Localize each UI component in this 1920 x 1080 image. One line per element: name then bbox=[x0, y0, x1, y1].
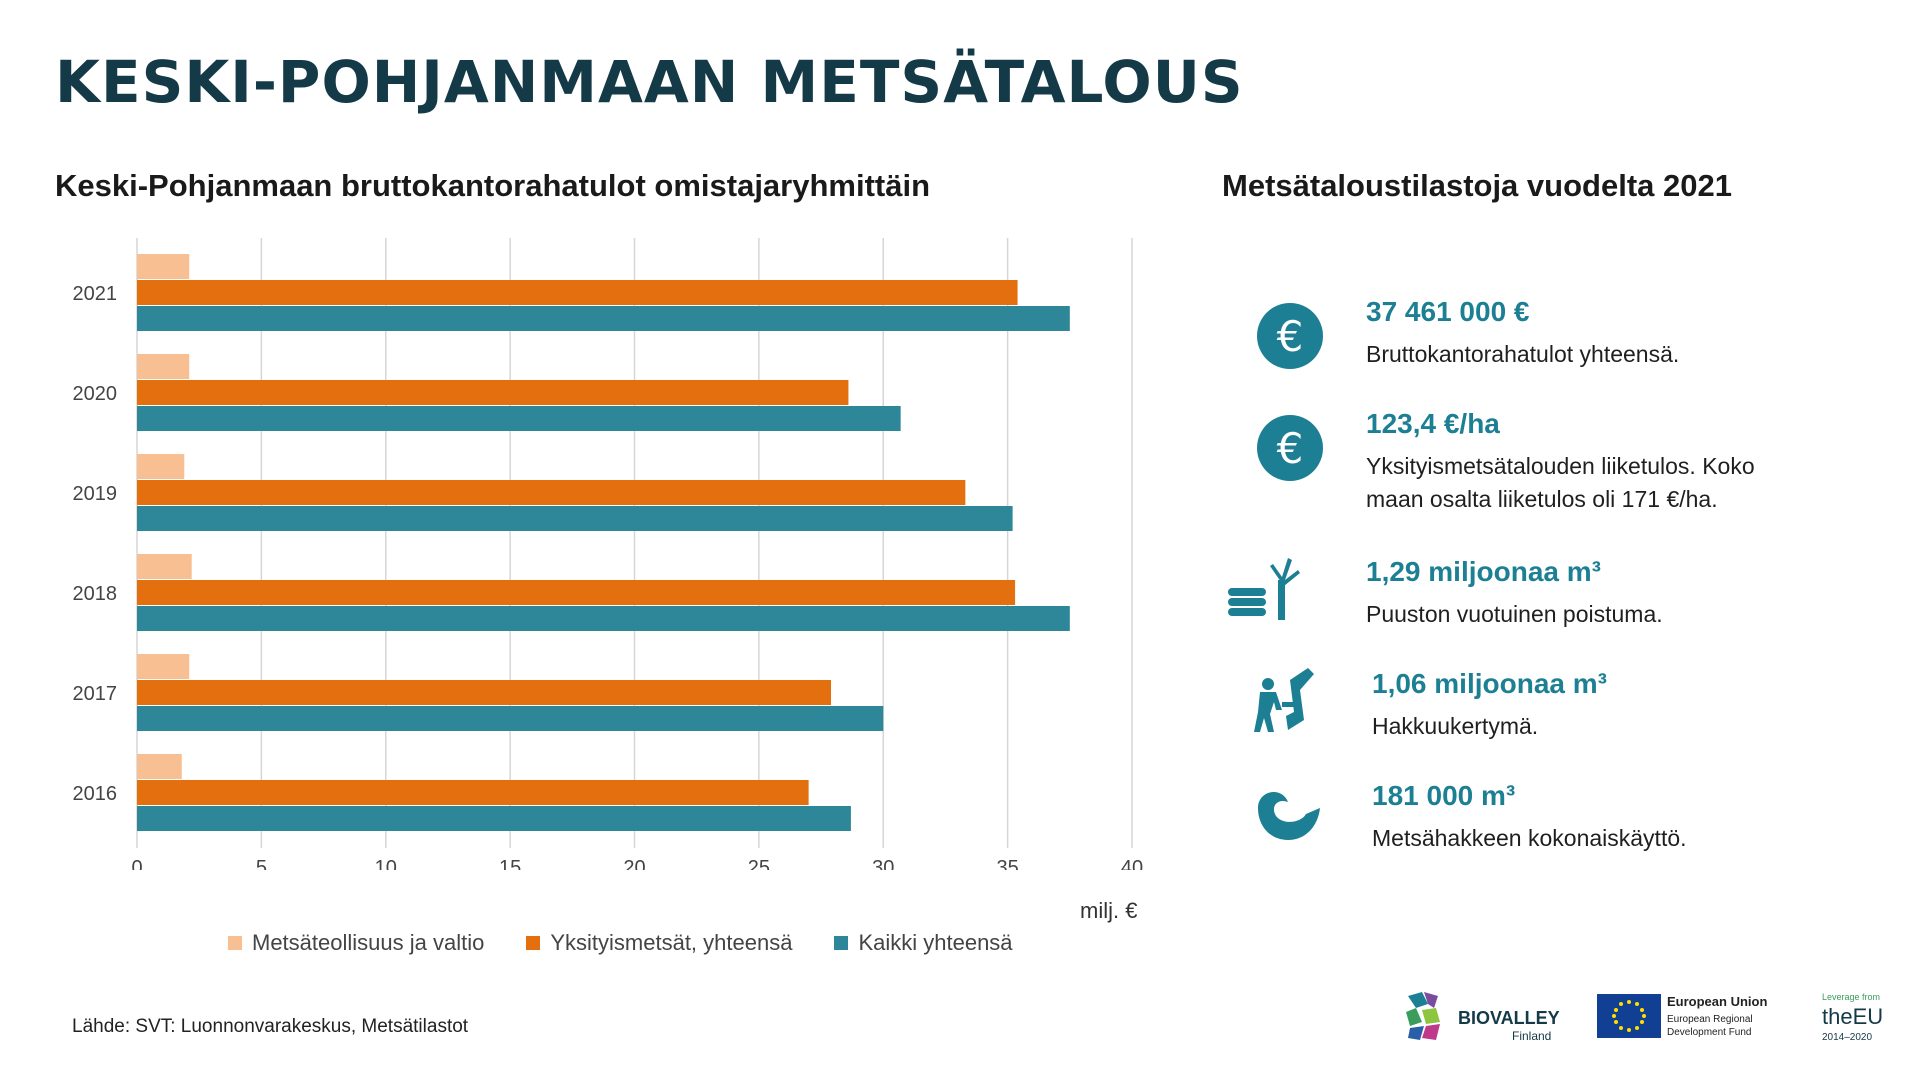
legend-item: Metsäteollisuus ja valtio bbox=[228, 930, 484, 956]
stat-description: Puuston vuotuinen poistuma. bbox=[1366, 601, 1663, 627]
bar bbox=[137, 580, 1016, 605]
bar bbox=[137, 706, 884, 731]
biovalley-logo: BIOVALLEY Finland bbox=[1400, 988, 1580, 1052]
lumberjack-icon bbox=[1254, 668, 1314, 732]
chart-title: Keski-Pohjanmaan bruttokantorahatulot om… bbox=[55, 168, 931, 203]
bar bbox=[137, 806, 851, 831]
legend-item: Yksityismetsät, yhteensä bbox=[526, 930, 792, 956]
stat-operating-profit: € 123,4 €/ha Yksityismetsätalouden liike… bbox=[1220, 408, 1780, 512]
x-tick-label: 5 bbox=[256, 857, 267, 870]
bar bbox=[137, 406, 901, 431]
stat-description: Bruttokantorahatulot yhteensä. bbox=[1366, 341, 1680, 367]
svg-text:European Regional: European Regional bbox=[1667, 1014, 1753, 1025]
x-tick-label: 30 bbox=[872, 857, 894, 870]
svg-text:European Union: European Union bbox=[1667, 994, 1767, 1009]
y-tick-label: 2019 bbox=[73, 483, 118, 505]
svg-text:Development Fund: Development Fund bbox=[1667, 1027, 1752, 1038]
stat-description: Metsähakkeen kokonaiskäyttö. bbox=[1372, 825, 1687, 851]
svg-text:BIOVALLEY: BIOVALLEY bbox=[1458, 1008, 1560, 1028]
page-title: KESKI-POHJANMAAN METSÄTALOUS bbox=[55, 48, 1244, 116]
bar bbox=[137, 480, 966, 505]
legend-swatch bbox=[834, 936, 849, 950]
stat-harvest: 1,06 miljoonaa m³ Hakkuukertymä. bbox=[1220, 668, 1780, 768]
bar bbox=[137, 306, 1070, 331]
euro-icon: € bbox=[1257, 415, 1323, 481]
x-axis-unit: milj. € bbox=[1080, 898, 1138, 923]
bar bbox=[137, 454, 185, 479]
x-tick-label: 25 bbox=[748, 857, 770, 870]
stat-gross-income: € 37 461 000 € Bruttokantorahatulot yhte… bbox=[1220, 296, 1780, 396]
x-tick-label: 0 bbox=[131, 857, 142, 870]
bar bbox=[137, 506, 1013, 531]
legend-label: Yksityismetsät, yhteensä bbox=[550, 930, 793, 955]
stat-value: 37 461 000 € bbox=[1366, 296, 1530, 327]
bar-chart: 0 5 10 15 20 25 30 35 40 2021 2020 2019 2018 2017 2016 bbox=[73, 238, 1143, 870]
svg-text:Leverage from: Leverage from bbox=[1822, 992, 1880, 1002]
y-tick-label: 2016 bbox=[73, 783, 118, 805]
svg-text:theEU: theEU bbox=[1822, 1004, 1883, 1029]
source-note: Lähde: SVT: Luonnonvarakeskus, Metsätila… bbox=[72, 1016, 469, 1037]
stat-value: 181 000 m³ bbox=[1372, 780, 1516, 811]
eu-logo: European Union European Regional Develop… bbox=[1595, 988, 1795, 1052]
leverage-logo: Leverage from theEU 2014–2020 bbox=[1820, 988, 1910, 1052]
x-tick-label: 15 bbox=[499, 857, 521, 870]
svg-text:€: € bbox=[1277, 424, 1304, 473]
legend-swatch bbox=[228, 936, 242, 950]
stat-value: 1,06 miljoonaa m³ bbox=[1372, 668, 1607, 699]
y-tick-label: 2021 bbox=[73, 283, 118, 305]
bar bbox=[137, 680, 832, 705]
legend-item: Kaikki yhteensä bbox=[834, 930, 1013, 956]
y-tick-label: 2017 bbox=[73, 683, 118, 705]
euro-icon: € bbox=[1257, 303, 1323, 369]
bar bbox=[137, 254, 190, 279]
bar bbox=[137, 554, 192, 579]
x-tick-label: 10 bbox=[375, 857, 397, 870]
svg-text:€: € bbox=[1277, 312, 1304, 361]
wood-chip-icon bbox=[1258, 791, 1320, 840]
bar bbox=[137, 606, 1070, 631]
legend-label: Kaikki yhteensä bbox=[858, 930, 1013, 955]
stat-description: Hakkuukertymä. bbox=[1372, 713, 1539, 739]
x-tick-label: 40 bbox=[1121, 857, 1143, 870]
svg-text:2014–2020: 2014–2020 bbox=[1822, 1032, 1872, 1043]
stat-wood-chip: 181 000 m³ Metsähakkeen kokonaiskäyttö. bbox=[1220, 780, 1780, 880]
bar bbox=[137, 754, 182, 779]
bar bbox=[137, 654, 190, 679]
tree-and-logs-icon bbox=[1228, 558, 1300, 620]
stats-title: Metsätaloustilastoja vuodelta 2021 bbox=[1222, 168, 1732, 203]
stat-value: 1,29 miljoonaa m³ bbox=[1366, 556, 1601, 587]
bar bbox=[137, 354, 190, 379]
legend-swatch bbox=[526, 936, 541, 950]
y-tick-label: 2020 bbox=[73, 383, 118, 405]
y-tick-label: 2018 bbox=[73, 583, 118, 605]
stat-description: Yksityismetsätalouden liiketulos. Koko m… bbox=[1366, 453, 1755, 512]
stat-value: 123,4 €/ha bbox=[1366, 408, 1500, 439]
bar bbox=[137, 380, 849, 405]
x-tick-label: 20 bbox=[623, 857, 645, 870]
bar bbox=[137, 280, 1018, 305]
x-tick-label: 35 bbox=[997, 857, 1019, 870]
bar bbox=[137, 780, 809, 805]
legend-label: Metsäteollisuus ja valtio bbox=[252, 930, 485, 955]
svg-text:Finland: Finland bbox=[1512, 1029, 1551, 1043]
stat-drain: 1,29 miljoonaa m³ Puuston vuotuinen pois… bbox=[1220, 556, 1780, 656]
chart-legend: Metsäteollisuus ja valtio Yksityismetsät… bbox=[228, 930, 1013, 956]
